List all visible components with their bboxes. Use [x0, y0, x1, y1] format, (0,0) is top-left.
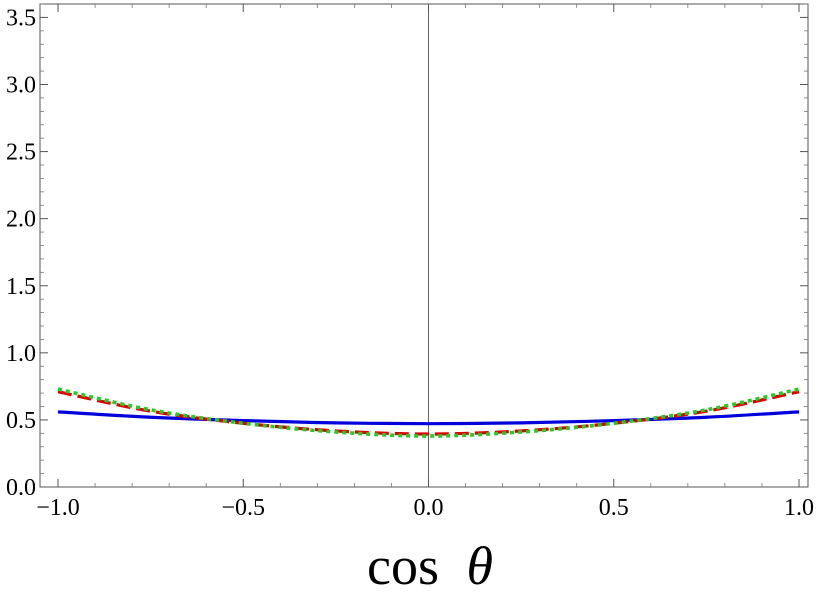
y-tick-label: 0.0: [6, 475, 36, 501]
x-axis: −1.0 −0.5 0.0 0.5 1.0: [36, 4, 814, 521]
plot-frame: [39, 3, 809, 488]
x-axis-title: cos θ: [367, 536, 493, 594]
y-tick-label: 1.0: [6, 341, 36, 367]
series-layer: [57, 387, 800, 438]
x-axis-title-symbol: θ: [466, 536, 493, 594]
y-tick-label: 0.5: [6, 408, 36, 434]
series-line-1: [57, 410, 800, 426]
y-tick-label: 3.5: [6, 5, 36, 31]
y-tick-label: 3.0: [6, 73, 36, 99]
y-axis: 0.0 0.5 1.0 1.5 2.0 2.5 3.0 3.5: [6, 3, 808, 501]
series-line-3: [57, 387, 800, 438]
x-tick-label: −1.0: [36, 495, 80, 521]
x-tick-label: 0.0: [414, 495, 444, 521]
x-tick-label: 1.0: [784, 495, 814, 521]
plot-border: [39, 3, 809, 488]
x-tick-label: −0.5: [221, 495, 265, 521]
y-tick-label: 2.0: [6, 207, 36, 233]
y-tick-label: 2.5: [6, 140, 36, 166]
x-tick-label: 0.5: [599, 495, 629, 521]
x-axis-title-text: cos: [367, 536, 439, 594]
y-tick-label: 1.5: [6, 274, 36, 300]
